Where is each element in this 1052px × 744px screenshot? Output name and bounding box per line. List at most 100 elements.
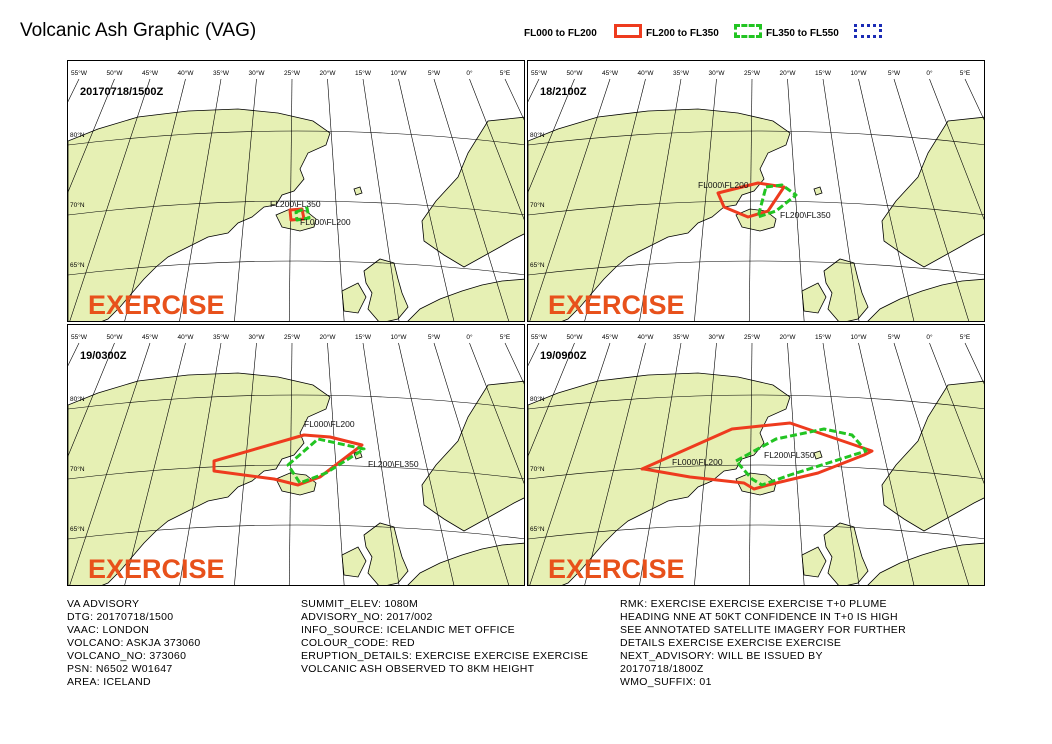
longitude-label: 50°W <box>567 333 584 341</box>
meridian-line <box>433 342 510 585</box>
meridian-line <box>469 342 524 484</box>
faroe-islands <box>353 186 363 196</box>
parallel-line <box>68 464 524 480</box>
longitude-label: 15°W <box>815 333 832 341</box>
longitude-label: 50°W <box>567 69 584 77</box>
flight-level-label: FL200\FL350 <box>764 450 815 460</box>
longitude-label: 55°W <box>531 333 548 341</box>
meridian-line <box>929 342 984 484</box>
map-svg: 55°W 50°W 45°W 40°W 35°W 30°W 25°W 20°W 15°W 10°W… <box>68 61 524 321</box>
flight-level-label: FL000\FL200 <box>300 217 351 227</box>
faroe-islands <box>813 450 823 460</box>
longitude-label: 40°W <box>178 333 195 341</box>
advisory-line: HEADING NNE AT 50KT CONFIDENCE IN T+0 IS… <box>620 611 898 623</box>
latitude-label: 80°N <box>530 395 545 403</box>
europe-landmass <box>407 278 524 321</box>
graticule <box>68 342 524 585</box>
meridian-line <box>893 342 970 585</box>
longitude-label: 45°W <box>602 333 619 341</box>
longitude-label: 20°W <box>780 69 797 77</box>
meridian-line <box>362 78 400 321</box>
longitude-label: 30°W <box>709 69 726 77</box>
longitude-label: 0° <box>466 333 473 341</box>
advisory-line: ERUPTION_DETAILS: EXERCISE EXERCISE EXER… <box>301 650 589 662</box>
longitude-label: 5°E <box>960 69 971 77</box>
longitude-label: 40°W <box>178 69 195 77</box>
great-britain-landmass <box>363 258 409 321</box>
meridian-line <box>528 78 575 193</box>
advisory-line: SEE ANNOTATED SATELLITE IMAGERY FOR FURT… <box>620 624 906 636</box>
ash-area-fl200-fl350 <box>294 206 311 222</box>
meridian-line <box>787 78 805 321</box>
longitude-label: 50°W <box>107 333 124 341</box>
meridian-line <box>68 78 115 193</box>
advisory-line: PSN: N6502 W01647 <box>67 663 173 675</box>
meridian-line <box>787 342 805 585</box>
longitude-label: 10°W <box>391 69 408 77</box>
flight-level-label: FL000\FL200 <box>304 419 355 429</box>
exercise-watermark: EXERCISE <box>88 554 225 584</box>
ash-area-fl000-fl200 <box>716 181 786 219</box>
europe-landmass <box>867 542 984 585</box>
longitude-label: 5°E <box>500 69 511 77</box>
map-panel-1: 55°W 50°W 45°W 40°W 35°W 30°W 25°W 20°W 15°W 10°W… <box>67 60 525 322</box>
panel-time-label: 18/2100Z <box>540 86 587 98</box>
ash-area-fl200-fl350 <box>756 183 798 219</box>
longitude-label: 55°W <box>71 69 88 77</box>
advisory-column-3: RMK: EXERCISE EXERCISE EXERCISE T+0 PLUM… <box>620 598 906 689</box>
meridian-line <box>69 342 151 585</box>
advisory-line: VAAC: LONDON <box>67 624 150 636</box>
meridian-line <box>584 78 646 321</box>
latitude-label: 65°N <box>530 261 545 269</box>
iceland-landmass <box>735 472 777 496</box>
advisory-line: AREA: ICELAND <box>67 676 151 688</box>
ireland-landmass <box>801 282 827 314</box>
advisory-line: SUMMIT_ELEV: 1080M <box>301 598 419 610</box>
meridian-line <box>398 342 455 585</box>
longitude-label: 50°W <box>107 69 124 77</box>
advisory-line: VA ADVISORY <box>67 598 140 610</box>
map-svg: 55°W 50°W 45°W 40°W 35°W 30°W 25°W 20°W 15°W 10°W… <box>528 61 984 321</box>
meridian-line <box>929 78 984 220</box>
advisory-line: VOLCANO_NO: 373060 <box>67 650 187 662</box>
longitude-label: 30°W <box>249 69 266 77</box>
parallel-line <box>68 260 524 276</box>
parallel-line <box>528 200 984 216</box>
meridian-line <box>433 78 510 321</box>
longitude-label: 35°W <box>213 69 230 77</box>
longitude-label: 20°W <box>320 69 337 77</box>
exercise-watermark: EXERCISE <box>548 554 685 584</box>
meridian-line <box>234 78 257 321</box>
longitude-label: 10°W <box>851 69 868 77</box>
parallel-line <box>68 394 524 410</box>
longitude-label: 35°W <box>673 333 690 341</box>
ireland-landmass <box>341 546 367 578</box>
latitude-label: 65°N <box>530 525 545 533</box>
longitude-label: 0° <box>926 333 933 341</box>
legend-swatch-solid <box>614 24 642 38</box>
great-britain-landmass <box>823 258 869 321</box>
advisory-line: INFO_SOURCE: ICELANDIC MET OFFICE <box>301 624 515 636</box>
advisory-line: NEXT_ADVISORY: WILL BE ISSUED BY <box>620 650 823 662</box>
iceland-landmass <box>735 208 777 232</box>
longitude-label: 35°W <box>213 333 230 341</box>
graticule <box>68 78 524 321</box>
longitude-label: 20°W <box>780 333 797 341</box>
ash-area-fl200-fl350 <box>286 437 366 485</box>
longitude-label: 45°W <box>142 333 159 341</box>
scandinavia-landmass <box>881 116 984 268</box>
flight-level-label: FL200\FL350 <box>270 199 321 209</box>
flight-level-label: FL000\FL200 <box>698 180 749 190</box>
great-britain-landmass <box>823 522 869 585</box>
meridian-line <box>584 342 646 585</box>
longitude-label: 55°W <box>71 333 88 341</box>
longitude-label: 5°W <box>888 69 901 77</box>
map-svg: 55°W 50°W 45°W 40°W 35°W 30°W 25°W 20°W 15°W 10°W… <box>528 325 984 585</box>
advisory-line: ADVISORY_NO: 2017/002 <box>301 611 433 623</box>
latitude-label: 80°N <box>70 395 85 403</box>
latitude-label: 65°N <box>70 525 85 533</box>
longitude-label: 15°W <box>355 333 372 341</box>
longitude-label: 55°W <box>531 69 548 77</box>
meridian-line <box>327 78 345 321</box>
longitude-label: 5°W <box>888 333 901 341</box>
